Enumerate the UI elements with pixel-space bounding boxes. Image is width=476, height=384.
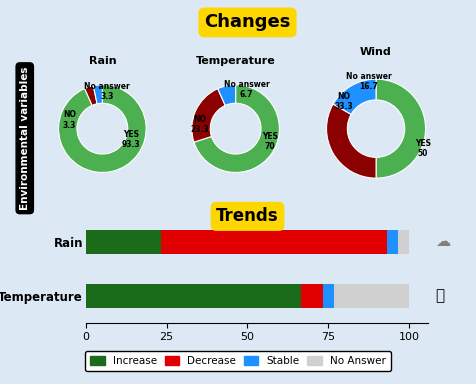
Text: NO
3.3: NO 3.3 (63, 110, 76, 129)
Bar (86, 230, 161, 254)
Text: YES
70: YES 70 (262, 132, 278, 151)
Bar (387, 230, 398, 254)
Text: NO
23.3: NO 23.3 (190, 114, 209, 134)
Text: YES
50: YES 50 (415, 139, 431, 158)
Text: ☁: ☁ (435, 234, 450, 250)
Wedge shape (59, 85, 146, 172)
Wedge shape (333, 79, 376, 114)
Text: 🌡: 🌡 (435, 288, 444, 303)
Wedge shape (85, 86, 97, 105)
Wedge shape (93, 85, 102, 104)
Bar (334, 283, 409, 308)
Text: No answer
16.7: No answer 16.7 (346, 72, 391, 91)
Text: Environmental variables: Environmental variables (20, 66, 30, 210)
Bar (161, 230, 387, 254)
Bar (323, 283, 334, 308)
Bar (301, 283, 323, 308)
Wedge shape (376, 79, 426, 178)
Text: Changes: Changes (204, 13, 291, 31)
Title: Rain: Rain (89, 56, 116, 66)
Text: No answer
3.3: No answer 3.3 (84, 82, 129, 101)
Wedge shape (192, 89, 225, 142)
Wedge shape (194, 85, 279, 172)
Wedge shape (218, 85, 236, 106)
Bar (86, 283, 301, 308)
Text: NO
33.3: NO 33.3 (335, 92, 353, 111)
Legend: Increase, Decrease, Stable, No Answer: Increase, Decrease, Stable, No Answer (85, 351, 391, 371)
Text: YES
93.3: YES 93.3 (121, 130, 140, 149)
Text: Trends: Trends (216, 207, 279, 225)
Title: Wind: Wind (360, 48, 392, 58)
Wedge shape (327, 104, 376, 178)
Text: No answer
6.7: No answer 6.7 (224, 79, 269, 99)
Bar (398, 230, 409, 254)
Title: Temperature: Temperature (196, 56, 276, 66)
